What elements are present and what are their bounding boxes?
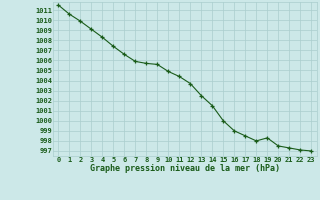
X-axis label: Graphe pression niveau de la mer (hPa): Graphe pression niveau de la mer (hPa) xyxy=(90,164,280,173)
